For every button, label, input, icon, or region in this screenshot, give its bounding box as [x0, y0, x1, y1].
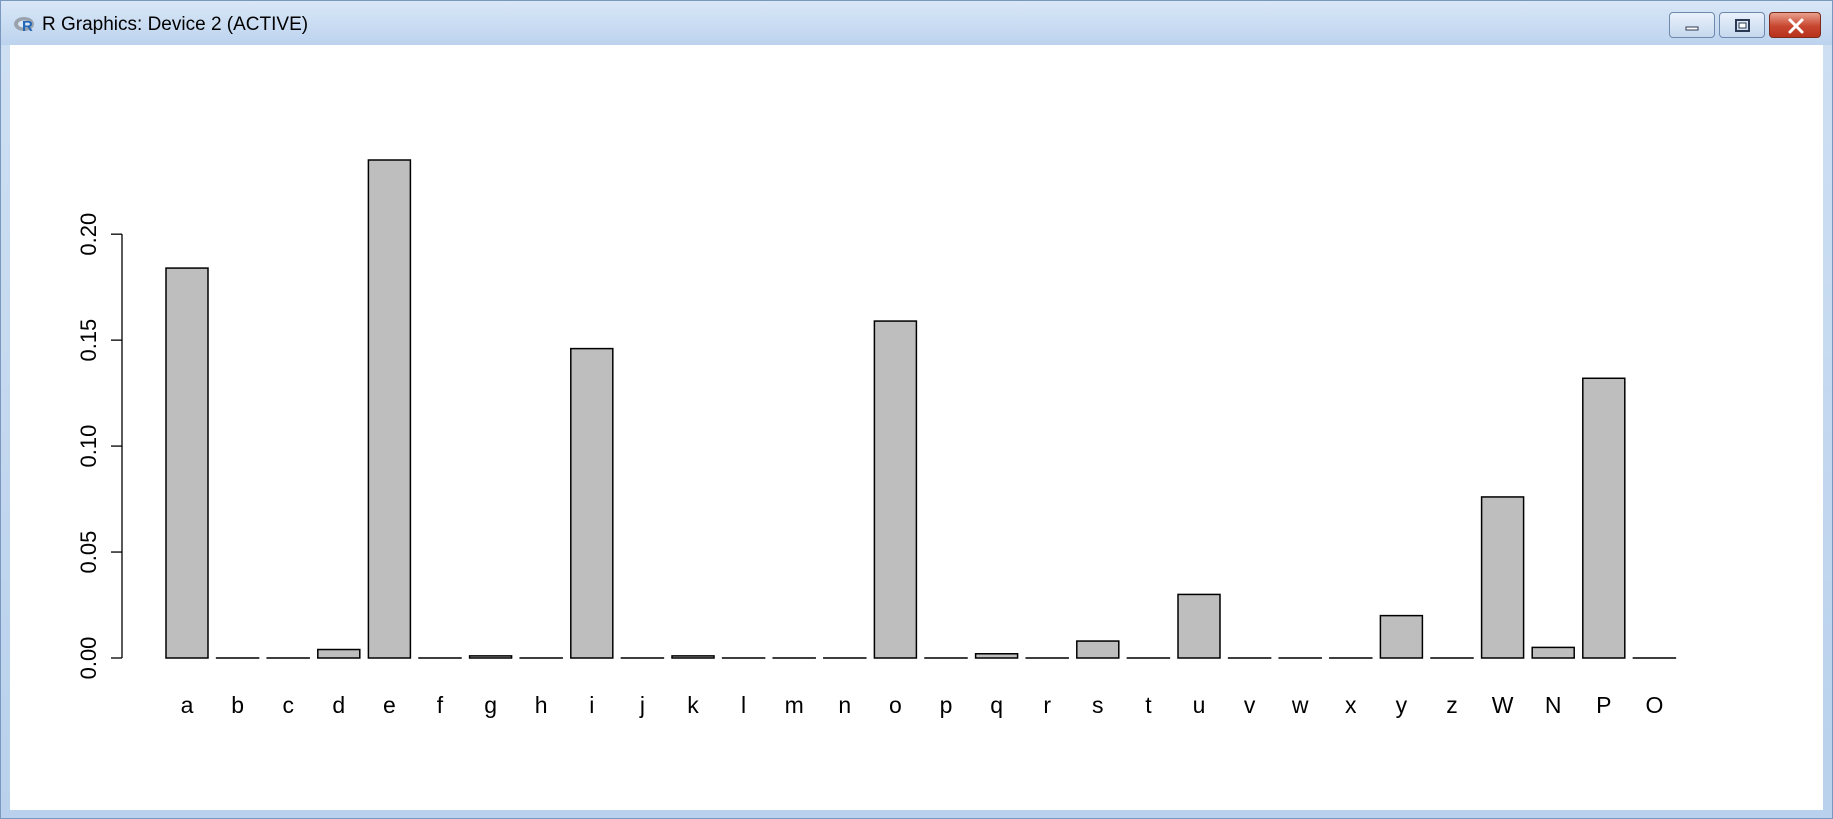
- x-tick-label: y: [1396, 692, 1408, 718]
- x-tick-label: m: [785, 692, 804, 718]
- x-tick-label: b: [231, 692, 244, 718]
- x-tick-label: W: [1492, 692, 1514, 718]
- x-tick-label: e: [383, 692, 396, 718]
- bar-e: [367, 159, 412, 659]
- bar-i: [570, 347, 614, 659]
- x-tick-label: k: [687, 692, 699, 718]
- x-tick-label: d: [332, 692, 345, 718]
- x-tick-label: r: [1043, 692, 1051, 718]
- y-tick-label: 0.00: [76, 637, 101, 680]
- x-tick-label: w: [1291, 692, 1309, 718]
- x-tick-label: i: [589, 692, 594, 718]
- minimize-button[interactable]: [1669, 12, 1715, 38]
- bar-y: [1379, 614, 1424, 659]
- bar-o: [873, 320, 918, 659]
- x-tick-label: v: [1244, 692, 1256, 718]
- restore-button[interactable]: [1719, 12, 1765, 38]
- bar-s: [1076, 640, 1120, 659]
- x-tick-label: u: [1193, 692, 1206, 718]
- bar-chart: 0.00 0.05 0.10 0.15 0.20 a b c d e f g h i j k l m n o p q r s…: [76, 159, 1677, 718]
- y-tick-label: 0.05: [76, 531, 101, 574]
- close-button[interactable]: [1769, 12, 1821, 38]
- x-tick-label: z: [1446, 692, 1458, 718]
- x-tick-label: t: [1145, 692, 1152, 718]
- bar-P: [1582, 377, 1626, 659]
- window-title: R Graphics: Device 2 (ACTIVE): [42, 14, 309, 35]
- bar-u: [1177, 593, 1221, 659]
- x-tick-label: q: [990, 692, 1003, 718]
- plot-canvas: 0.00 0.05 0.10 0.15 0.20 a b c d e f g h i j k l m n o p q r s…: [10, 45, 1823, 810]
- x-tick-label: p: [940, 692, 953, 718]
- x-tick-label: P: [1596, 692, 1611, 718]
- x-tick-label: s: [1092, 692, 1104, 718]
- bars: [165, 159, 1677, 659]
- bar-N: [1531, 646, 1575, 659]
- x-tick-label: N: [1545, 692, 1562, 718]
- y-tick-label: 0.15: [76, 319, 101, 362]
- x-tick-label: j: [639, 692, 645, 718]
- restore-icon: [1735, 19, 1750, 32]
- x-tick-label: c: [282, 692, 294, 718]
- x-tick-label: n: [838, 692, 851, 718]
- x-tick-label: h: [535, 692, 548, 718]
- x-tick-label: f: [437, 692, 444, 718]
- y-tick-label: 0.20: [76, 213, 101, 256]
- x-tick-label: l: [741, 692, 746, 718]
- x-tick-label: a: [181, 692, 194, 718]
- svg-text:R: R: [22, 18, 33, 34]
- x-tick-label: O: [1645, 692, 1663, 718]
- r-logo-icon: R: [14, 17, 34, 34]
- close-icon: [1788, 18, 1804, 34]
- y-axis: 0.00 0.05 0.10 0.15 0.20: [76, 213, 123, 680]
- bar-W: [1480, 496, 1525, 659]
- bar-q: [974, 653, 1019, 659]
- minimize-icon: [1685, 26, 1699, 31]
- title-bar[interactable]: R R Graphics: Device 2 (ACTIVE): [1, 1, 1832, 45]
- y-tick-label: 0.10: [76, 425, 101, 468]
- x-tick-label: x: [1345, 692, 1357, 718]
- bar-d: [317, 648, 361, 659]
- bar-k: [671, 655, 715, 659]
- x-tick-label: o: [889, 692, 902, 718]
- x-tick-label: g: [484, 692, 497, 718]
- bar-a: [165, 267, 209, 659]
- bar-g: [468, 655, 513, 659]
